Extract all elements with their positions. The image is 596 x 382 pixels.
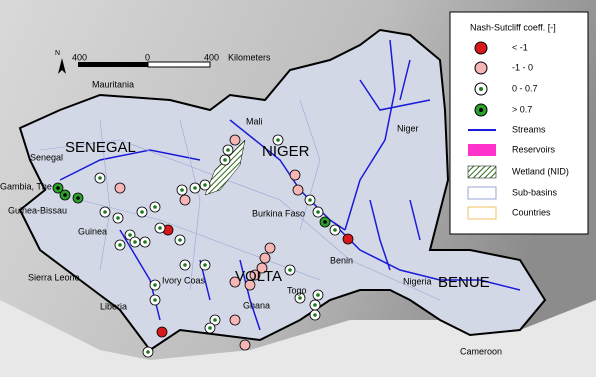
station-dot — [133, 240, 137, 244]
station-dot — [316, 210, 320, 214]
stations — [52, 134, 354, 358]
station — [179, 194, 191, 206]
basin-label: VOLTA — [235, 268, 282, 285]
station-dot — [308, 198, 312, 202]
station-dot — [323, 220, 327, 224]
station-dot — [98, 176, 102, 180]
station-dot — [213, 318, 217, 322]
station — [229, 276, 241, 288]
country-label: Sierra Leone — [28, 272, 80, 282]
station — [289, 169, 301, 181]
legend-label: Streams — [512, 124, 546, 134]
station — [239, 339, 251, 351]
station-dot — [143, 240, 147, 244]
country-label: Mali — [246, 116, 263, 126]
basin-label: BENUE — [438, 274, 490, 291]
station — [342, 233, 354, 245]
station-dot — [183, 263, 187, 267]
legend-label: 0 - 0.7 — [512, 83, 538, 93]
station-dot — [203, 263, 207, 267]
station — [114, 182, 126, 194]
legend-label: Reservoirs — [512, 144, 556, 154]
scale-label: 400 — [204, 52, 219, 62]
station-dot — [103, 210, 107, 214]
station-dot — [140, 210, 144, 214]
country-label: Nigeria — [403, 276, 432, 286]
station-dot — [153, 298, 157, 302]
scale-label: Kilometers — [228, 52, 271, 62]
station-dot — [226, 148, 230, 152]
country-label: Gambia, The — [0, 181, 52, 191]
station-dot — [193, 186, 197, 190]
legend-title: Nash-Sutcliff coeff. [-] — [470, 22, 556, 32]
legend-label: -1 - 0 — [512, 62, 533, 72]
basin-label: SENEGAL — [65, 139, 136, 156]
legend-label: < -1 — [512, 42, 528, 52]
station — [259, 252, 271, 264]
station — [264, 242, 276, 254]
country-label: Burkina Faso — [252, 208, 305, 218]
scale-bar: 400 0 400 Kilometers — [72, 52, 271, 68]
country-label: Mauritania — [92, 79, 134, 89]
station-dot — [153, 205, 157, 209]
legend-label: Sub-basins — [512, 187, 558, 197]
station — [229, 314, 241, 326]
station-dot — [203, 183, 207, 187]
basin-label: NIGER — [262, 143, 310, 160]
country-label: Senegal — [30, 152, 63, 162]
legend-label: > 0.7 — [512, 104, 532, 114]
station-dot — [128, 233, 132, 237]
station-dot — [118, 243, 122, 247]
station-dot — [333, 228, 337, 232]
station-dot — [223, 158, 227, 162]
station-dot — [180, 188, 184, 192]
station-dot — [313, 303, 317, 307]
station-dot — [153, 283, 157, 287]
station-dot — [298, 296, 302, 300]
country-label: Benin — [330, 255, 353, 265]
country-label: Ghana — [243, 300, 270, 310]
country-label: Cameroon — [460, 346, 502, 356]
station-dot — [158, 226, 162, 230]
station — [229, 134, 241, 146]
country-label: Ivory Coas — [162, 275, 206, 285]
legend: Nash-Sutcliff coeff. [-] < -1 -1 - 0 0 -… — [449, 11, 589, 235]
station-dot — [116, 216, 120, 220]
wetland — [204, 139, 246, 196]
scale-label: 0 — [145, 52, 150, 62]
station — [156, 326, 168, 338]
station — [249, 269, 261, 281]
station-dot — [276, 138, 280, 142]
country-label: Guinea-Bissau — [8, 205, 67, 215]
station — [244, 279, 256, 291]
legend-label: Countries — [512, 207, 551, 217]
station-dot — [63, 193, 67, 197]
station-dot — [146, 350, 150, 354]
station-dot — [76, 196, 80, 200]
station-dot — [208, 326, 212, 330]
station-dot — [313, 313, 317, 317]
north-arrow: N — [55, 50, 66, 74]
legend-label: Wetland (NID) — [512, 166, 569, 176]
station-dot — [288, 268, 292, 272]
station — [292, 184, 304, 196]
country-label: Niger — [397, 123, 419, 133]
station-dot — [316, 293, 320, 297]
basin-outline — [18, 28, 547, 352]
country-label: Togo — [287, 285, 307, 295]
station-dot — [56, 186, 60, 190]
station-dot — [178, 238, 182, 242]
north-label: N — [55, 50, 60, 57]
scale-label: 400 — [72, 52, 87, 62]
station — [256, 262, 268, 274]
country-label: Guinea — [78, 226, 107, 236]
country-label: Liberia — [100, 301, 127, 311]
coast — [0, 300, 596, 377]
